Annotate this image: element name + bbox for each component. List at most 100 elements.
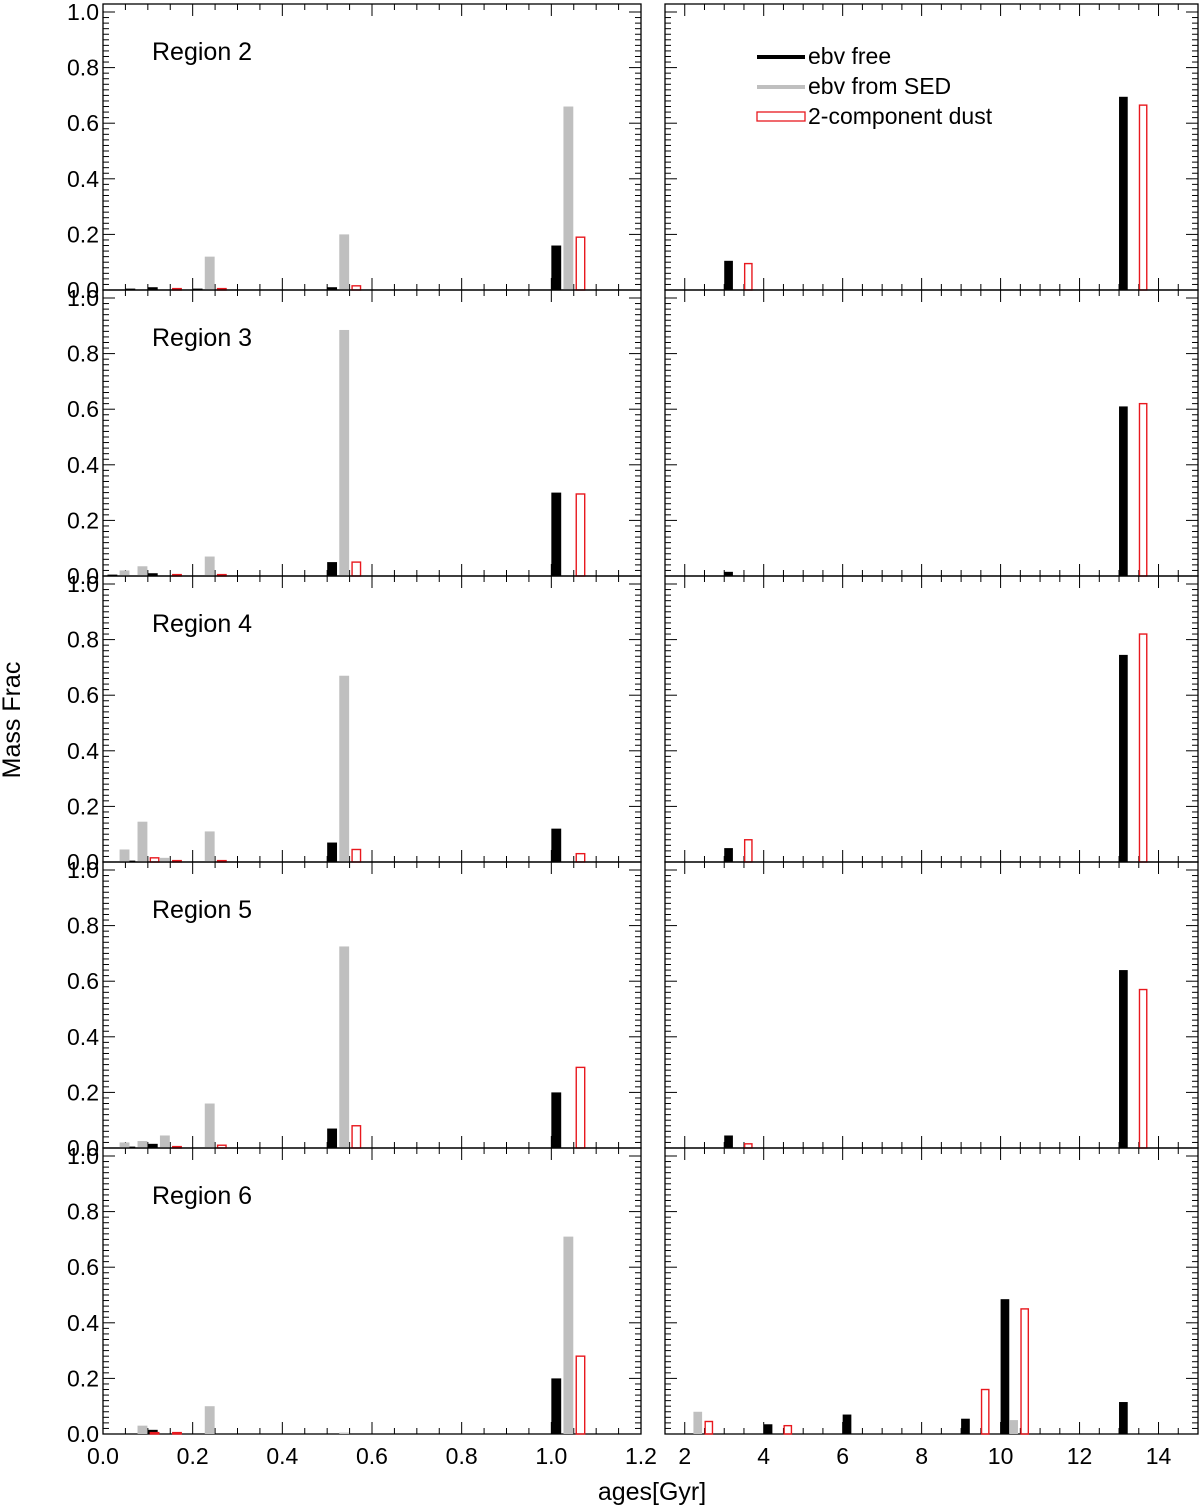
bar-2-component-dust-right-13	[1138, 633, 1148, 863]
bar-ebv-from-sed-left-0.2	[204, 256, 215, 290]
y-tick-label: 0.4	[67, 452, 99, 478]
bar-2-component-dust-left-0.5	[351, 848, 362, 863]
y-tick-label: 0.6	[67, 968, 99, 994]
bar-ebv-free-right-13	[1119, 1402, 1128, 1434]
panel-row-6: 0.0 0.2 0.4 0.6 0.8 1.0 Region 6	[67, 1143, 1199, 1447]
bar-ebv-free-left-0.01	[107, 574, 118, 576]
bar-ebv-from-sed-left-1	[563, 106, 574, 291]
bar-2-component-dust-right-9	[980, 1388, 990, 1435]
panel-frame-right	[664, 575, 1199, 863]
bar-2-component-dust-left-0.5	[351, 561, 362, 577]
x-tick-label-right: 6	[836, 1443, 849, 1469]
bar-ebv-from-sed-left-0.5	[339, 946, 350, 1148]
bar-2-component-dust-left-1	[575, 852, 586, 863]
y-tick-label: 0.2	[67, 1365, 99, 1391]
x-tick-label-left: 0.0	[87, 1443, 119, 1469]
x-axis-title: ages[Gyr]	[598, 1478, 706, 1506]
bar-2-component-dust-left-1	[575, 1066, 586, 1149]
bar-ebv-free-right-13	[1119, 96, 1128, 290]
x-tick-label-left: 1.0	[535, 1443, 567, 1469]
panel-frame-right	[664, 3, 1199, 291]
y-tick-label: 0.0	[67, 563, 99, 589]
x-tick-label-left: 0.2	[177, 1443, 209, 1469]
bar-ebv-free-left-0.5	[327, 1128, 338, 1148]
bar-ebv-from-sed-right-2	[693, 1411, 703, 1434]
region-label: Region 3	[152, 324, 252, 352]
bar-ebv-free-left-0.1	[147, 287, 158, 290]
bar-2-component-dust-right-13	[1138, 402, 1148, 577]
bar-ebv-free-right-3	[724, 571, 733, 576]
y-tick-label: 0.0	[67, 849, 99, 875]
bar-ebv-from-sed-left-0.2	[204, 556, 215, 576]
bar-2-component-dust-right-13	[1138, 988, 1148, 1149]
x-tick-label-left: 0.8	[446, 1443, 478, 1469]
legend-swatch-2-component-dust	[756, 111, 806, 122]
y-tick-label: 1.0	[67, 857, 99, 883]
x-tick-label-right: 14	[1146, 1443, 1172, 1469]
bar-ebv-free-right-13	[1119, 970, 1128, 1148]
y-tick-label: 0.4	[67, 1024, 99, 1050]
bar-2-component-dust-right-4	[783, 1424, 793, 1435]
panel-frame-right	[664, 289, 1199, 577]
y-tick-label: 0.8	[67, 341, 99, 367]
bar-ebv-free-left-1	[551, 492, 562, 576]
bar-2-component-dust-right-2	[704, 1420, 714, 1435]
bar-2-component-dust-left-1	[575, 236, 586, 291]
bar-2-component-dust-right-3	[743, 262, 753, 291]
x-tick-label-left: 0.6	[356, 1443, 388, 1469]
bar-2-component-dust-right-13	[1138, 104, 1148, 291]
y-tick-label: 1.0	[67, 0, 99, 25]
bar-2-component-dust-left-1	[575, 1355, 586, 1435]
bar-2-component-dust-left-0.5	[351, 1125, 362, 1149]
bar-2-component-dust-left-1	[575, 493, 586, 577]
y-tick-label: 0.0	[67, 1135, 99, 1161]
bar-2-component-dust-right-3	[743, 839, 753, 863]
y-tick-label: 0.6	[67, 1254, 99, 1280]
bar-ebv-free-right-9	[961, 1418, 970, 1434]
legend-label-ebv-from-sed: ebv from SED	[808, 73, 951, 99]
bar-ebv-from-sed-left-1	[563, 1236, 574, 1434]
bar-ebv-from-sed-left-0.01	[119, 570, 130, 576]
panel-row-3: 0.0 0.2 0.4 0.6 0.8 1.0 Region 3	[67, 285, 1199, 589]
region-label: Region 6	[152, 1182, 252, 1210]
bar-ebv-from-sed-left-0.05	[137, 821, 148, 862]
y-tick-label: 1.0	[67, 571, 99, 597]
bar-ebv-free-right-10	[1000, 1299, 1010, 1434]
bar-ebv-from-sed-left-0.5	[339, 675, 350, 862]
y-tick-label: 0.6	[67, 396, 99, 422]
panel-row-5: 0.0 0.2 0.4 0.6 0.8 1.0 Region 5	[67, 857, 1199, 1161]
bar-ebv-from-sed-left-0.01	[119, 1142, 130, 1148]
bar-ebv-free-right-13	[1119, 654, 1128, 862]
panel-row-2: 0.0 0.2 0.4 0.6 0.8 1.0 Region 2	[67, 0, 1199, 303]
y-tick-label: 0.8	[67, 1199, 99, 1225]
bar-ebv-from-sed-right-10	[1009, 1420, 1018, 1434]
bar-ebv-free-left-0.2	[192, 288, 203, 290]
y-tick-label: 1.0	[67, 285, 99, 311]
y-tick-label: 0.6	[67, 682, 99, 708]
x-tick-label-right: 8	[915, 1443, 928, 1469]
region-label: Region 2	[152, 38, 252, 66]
bar-ebv-free-right-3	[724, 1135, 733, 1148]
region-label: Region 4	[152, 610, 252, 638]
panel-frame-right	[664, 1147, 1199, 1435]
bar-ebv-from-sed-left-0.05	[137, 1425, 148, 1434]
panels-group: 0.0 0.2 0.4 0.6 0.8 1.0 Region 2 0.0 0.2 0.4 0.6 0.…	[67, 0, 1199, 1469]
bar-ebv-free-right-3	[724, 848, 733, 862]
bar-ebv-from-sed-left-0.2	[204, 831, 215, 862]
x-tick-label-left: 1.2	[625, 1443, 657, 1469]
bar-ebv-free-right-3	[724, 260, 733, 290]
bar-ebv-free-left-0.5	[327, 287, 338, 290]
bar-2-component-dust-left-0.05	[149, 1431, 160, 1435]
y-tick-label: 0.4	[67, 738, 99, 764]
x-tick-label-left: 0.4	[266, 1443, 298, 1469]
bar-ebv-from-sed-left-0.5	[339, 1432, 350, 1434]
x-tick-label-right: 12	[1067, 1443, 1093, 1469]
bar-ebv-from-sed-left-0.1	[159, 1135, 170, 1148]
bar-ebv-from-sed-left-0.2	[204, 1103, 215, 1148]
legend: ebv free ebv from SED 2-component dust	[756, 43, 993, 129]
panel-frame-right	[664, 861, 1199, 1149]
x-tick-label-right: 2	[678, 1443, 691, 1469]
bar-ebv-free-left-0.1	[147, 573, 158, 576]
bar-ebv-from-sed-left-0.01	[119, 849, 130, 862]
